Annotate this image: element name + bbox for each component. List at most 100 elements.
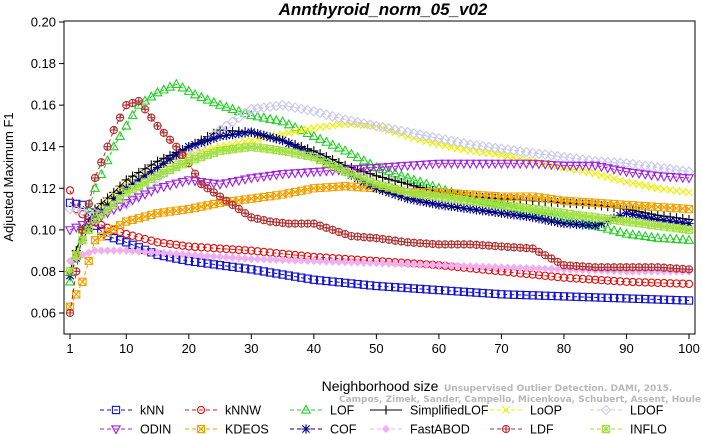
- data-point-inflo: [97, 210, 106, 219]
- data-point-knnw: [609, 276, 619, 286]
- data-point-knn: [647, 295, 656, 304]
- data-point-fastabod: [503, 263, 512, 272]
- legend-item-odin: ODIN: [100, 423, 171, 434]
- data-point-cof: [246, 127, 256, 137]
- data-point-knnw: [178, 241, 187, 250]
- data-point-knn: [478, 288, 487, 298]
- data-point-fastabod: [497, 263, 506, 272]
- data-point-loop: [603, 173, 612, 182]
- data-point-fastabod: [115, 246, 125, 255]
- data-point-fastabod: [215, 252, 225, 262]
- data-point-knn: [303, 274, 312, 283]
- data-point-knn: [309, 275, 318, 284]
- data-point-lof: [271, 114, 282, 125]
- data-point-fastabod: [165, 249, 175, 258]
- y-tick-label: 0.08: [31, 264, 56, 279]
- legend-item-knn: kNN: [100, 404, 164, 418]
- data-point-ldf: [684, 265, 694, 274]
- data-point-ldf: [197, 179, 206, 189]
- data-point-knn: [72, 199, 81, 209]
- data-point-ldof: [627, 158, 639, 170]
- data-point-fastabod: [272, 255, 281, 264]
- data-point-loop: [584, 168, 593, 177]
- data-point-cof: [115, 188, 125, 199]
- data-point-inflo: [240, 143, 250, 152]
- data-point-lof: [108, 140, 119, 151]
- data-point-knn: [115, 236, 125, 245]
- data-point-ldof: [502, 144, 514, 156]
- data-point-odin: [527, 159, 538, 170]
- data-point-loop: [641, 181, 650, 190]
- series-knnw: [65, 186, 694, 289]
- data-point-cof: [634, 211, 644, 221]
- data-point-odin: [396, 162, 407, 172]
- data-point-knn: [541, 291, 550, 300]
- data-point-cof: [496, 208, 507, 218]
- data-point-loop: [628, 179, 637, 188]
- legend-marker-knnw: [196, 405, 206, 415]
- data-point-knn: [472, 288, 481, 297]
- data-point-ldf: [534, 247, 544, 257]
- data-point-cof: [415, 196, 425, 206]
- data-point-knnw: [234, 245, 243, 254]
- data-point-odin: [202, 178, 213, 189]
- data-point-loop: [422, 137, 431, 146]
- data-point-knnw: [578, 274, 587, 284]
- data-point-odin: [158, 182, 169, 193]
- data-point-cof: [240, 128, 250, 138]
- data-point-ldof: [458, 138, 470, 149]
- data-point-fastabod: [378, 259, 387, 268]
- data-point-loop: [609, 174, 618, 183]
- data-point-lof: [665, 233, 676, 243]
- data-point-loop: [291, 127, 300, 136]
- data-point-ldof: [383, 123, 395, 134]
- data-point-odin: [383, 163, 395, 173]
- data-point-lof: [339, 145, 351, 155]
- data-point-inflo: [147, 174, 156, 184]
- data-point-odin: [490, 159, 501, 170]
- data-point-lof: [633, 229, 645, 240]
- data-point-odin: [533, 160, 545, 170]
- data-point-cof: [559, 219, 569, 229]
- data-point-odin: [196, 177, 207, 188]
- data-point-knn: [484, 289, 494, 298]
- data-point-ldf: [115, 113, 125, 122]
- data-point-ldof: [308, 106, 320, 117]
- data-point-odin: [133, 193, 144, 203]
- data-point-inflo: [209, 148, 218, 158]
- data-point-cof: [227, 130, 238, 140]
- data-point-cof: [621, 208, 632, 218]
- data-point-knnw: [165, 239, 175, 249]
- data-point-knn: [403, 283, 412, 293]
- data-point-lof: [114, 130, 126, 140]
- data-point-ldof: [396, 125, 407, 137]
- data-point-ldf: [222, 196, 231, 205]
- data-point-knn: [284, 271, 293, 280]
- data-point-cof: [378, 185, 388, 195]
- data-point-fastabod: [253, 254, 262, 264]
- data-point-knnw: [622, 277, 631, 286]
- data-point-fastabod: [522, 263, 531, 273]
- data-point-ldf: [90, 173, 100, 183]
- data-point-knn: [616, 294, 625, 303]
- data-point-kdeos: [684, 204, 694, 214]
- data-point-knn: [334, 278, 344, 287]
- data-point-ldof: [521, 146, 532, 158]
- x-tick-label: 70: [494, 341, 508, 356]
- data-point-inflo: [309, 152, 318, 162]
- data-point-cof: [259, 130, 269, 141]
- data-point-odin: [633, 169, 645, 180]
- data-point-inflo: [353, 172, 362, 181]
- data-point-cof: [265, 132, 275, 142]
- data-point-inflo: [365, 177, 375, 186]
- legend-label-ldf: LDF: [530, 423, 554, 434]
- data-point-odin: [71, 223, 82, 234]
- data-point-cof: [428, 199, 438, 209]
- data-point-knnw: [684, 279, 694, 289]
- data-point-odin: [596, 163, 607, 173]
- y-axis: 0.06 0.08 0.10 0.12 0.14 0.16 0.18 0.20: [31, 15, 64, 321]
- data-point-knn: [78, 200, 87, 210]
- y-tick-label: 0.18: [31, 56, 56, 71]
- data-point-knn: [415, 284, 425, 294]
- data-point-ldf: [528, 244, 537, 253]
